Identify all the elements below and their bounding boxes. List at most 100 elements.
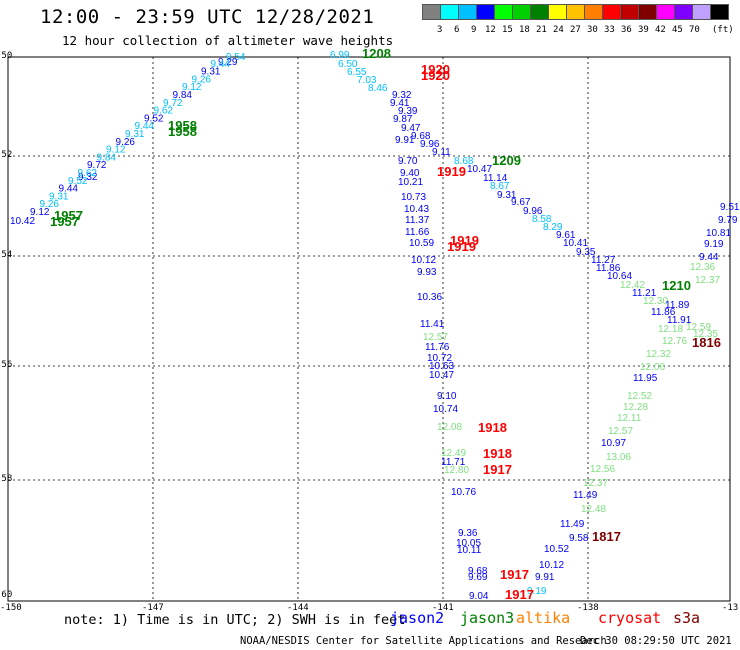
- swh-value-label: 9.32: [78, 172, 98, 183]
- time-label: 1957: [54, 208, 83, 223]
- lat-tick-50: -50: [0, 51, 13, 61]
- swh-value-label: 12.08: [437, 422, 462, 433]
- swh-value-label: 10.52: [544, 544, 569, 555]
- swh-value-label: 12.56: [590, 464, 615, 475]
- swh-value-label: 12.37: [695, 275, 720, 286]
- swh-value-label: 9.19: [704, 239, 724, 250]
- time-label: 1918: [478, 420, 507, 435]
- swh-value-label: 11.14: [483, 173, 508, 184]
- swh-value-label: 10.36: [417, 292, 442, 303]
- legend-label: 39: [638, 25, 649, 35]
- legend-label: 45: [672, 25, 683, 35]
- swh-value-label: 9.31: [201, 67, 221, 78]
- swh-value-label: 9.51: [720, 202, 740, 213]
- swh-value-label: 9.93: [417, 267, 437, 278]
- swh-value-label: 10.12: [539, 560, 564, 571]
- footer-note: note: 1) Time is in UTC; 2) SWH is in fe…: [64, 612, 406, 628]
- swh-value-label: 9.29: [218, 57, 238, 68]
- swh-value-label: 9.84: [97, 152, 117, 163]
- legend-unit: (ft): [712, 25, 734, 35]
- swh-value-label: 12.57: [423, 332, 448, 343]
- swh-value-label: 11.49: [573, 490, 598, 501]
- swh-value-label: 9.35: [576, 247, 596, 258]
- swh-value-label: 12.80: [444, 465, 469, 476]
- swh-value-label: 6.55: [347, 67, 367, 78]
- swh-value-label: 9.68: [411, 131, 431, 142]
- swh-value-label: 11.86: [596, 263, 621, 274]
- swh-value-label: 10.63: [429, 361, 454, 372]
- swh-value-label: 10.43: [404, 204, 429, 215]
- swh-value-label: 11.86: [651, 307, 676, 318]
- swh-value-label: 12.18: [658, 324, 683, 335]
- swh-value-label: 12.06: [640, 362, 665, 373]
- swh-value-label: 10.81: [706, 228, 731, 239]
- swh-value-label: 9.96: [420, 139, 440, 150]
- legend-label: 15: [502, 25, 513, 35]
- swh-value-label: 9.44: [135, 121, 155, 132]
- lon-tick-135: -13: [722, 603, 739, 613]
- swh-value-label: 9.12: [30, 207, 50, 218]
- legend-label: 70: [689, 25, 700, 35]
- swh-value-label: 8.68: [454, 156, 474, 167]
- legend-label: 6: [454, 25, 460, 35]
- swh-value-label: 9.39: [398, 106, 418, 117]
- swh-value-label: 12.57: [608, 426, 633, 437]
- swh-value-label: 9.84: [173, 90, 193, 101]
- swh-value-label: 9.44: [211, 59, 231, 70]
- swh-value-label: 10.59: [409, 238, 434, 249]
- swh-value-label: 11.27: [591, 255, 616, 266]
- swh-value-label: 12.52: [627, 391, 652, 402]
- swh-value-label: 10.47: [467, 164, 492, 175]
- swh-value-label: 9.26: [192, 74, 212, 85]
- swh-value-label: 11.71: [441, 457, 466, 468]
- swh-value-label: 9.10: [437, 391, 457, 402]
- swh-value-label: 9.52: [144, 113, 164, 124]
- swh-value-label: 11.21: [632, 288, 657, 299]
- legend-altika: altika: [516, 609, 571, 627]
- swh-value-label: 11.49: [560, 519, 585, 530]
- legend-jason2: jason2: [390, 609, 445, 627]
- legend-label: 9: [471, 25, 477, 35]
- swh-value-label: 9.36: [458, 528, 478, 539]
- generated-timestamp: Dec 30 08:29:50 UTC 2021: [580, 635, 732, 647]
- swh-value-label: 9.91: [535, 572, 555, 583]
- swh-value-label: 10.97: [601, 438, 626, 449]
- swh-value-label: 6.50: [338, 59, 358, 70]
- swh-value-label: 10.42: [10, 216, 35, 227]
- swh-value-label: 9.62: [78, 168, 98, 179]
- swh-value-label: 9.26: [40, 199, 60, 210]
- swh-value-label: 9.31: [497, 190, 517, 201]
- swh-value-label: 11.41: [420, 319, 445, 330]
- swh-value-label: 9.62: [154, 106, 174, 117]
- swh-value-label: 8.58: [532, 214, 552, 225]
- time-label: 1958: [168, 124, 197, 139]
- legend-label: 27: [570, 25, 581, 35]
- swh-value-label: 10.12: [411, 255, 436, 266]
- swh-value-label: 12.59: [686, 322, 711, 333]
- lat-tick-60: -60: [0, 590, 13, 600]
- swh-value-label: 12.49: [441, 448, 466, 459]
- lat-tick-52: -52: [0, 150, 13, 160]
- swh-value-label: 11.76: [425, 342, 450, 353]
- swh-value-label: 9.67: [511, 197, 531, 208]
- swh-value-label: 9.11: [432, 147, 451, 158]
- lat-tick-54: -54: [0, 250, 13, 260]
- swh-value-label: 12.32: [646, 349, 671, 360]
- swh-value-label: 9.04: [469, 591, 489, 602]
- lon-tick-147: -147: [142, 603, 164, 613]
- swh-value-label: 12.11: [617, 413, 642, 424]
- swh-value-label: 12.35: [693, 329, 718, 340]
- swh-value-label: 12.28: [623, 402, 648, 413]
- time-label: 1917: [483, 462, 512, 477]
- swh-value-label: 10.76: [451, 487, 476, 498]
- swh-value-label: 12.30: [643, 296, 668, 307]
- swh-value-label: 9.69: [468, 572, 488, 583]
- time-label: 1958: [168, 118, 197, 133]
- swh-value-label: 9.31: [49, 191, 69, 202]
- time-label: 1209: [492, 153, 521, 168]
- swh-value-label: 9.70: [398, 156, 418, 167]
- swh-value-label: 9.31: [125, 129, 145, 140]
- credit-line: NOAA/NESDIS Center for Satellite Applica…: [240, 635, 607, 647]
- swh-value-label: 9.61: [556, 230, 576, 241]
